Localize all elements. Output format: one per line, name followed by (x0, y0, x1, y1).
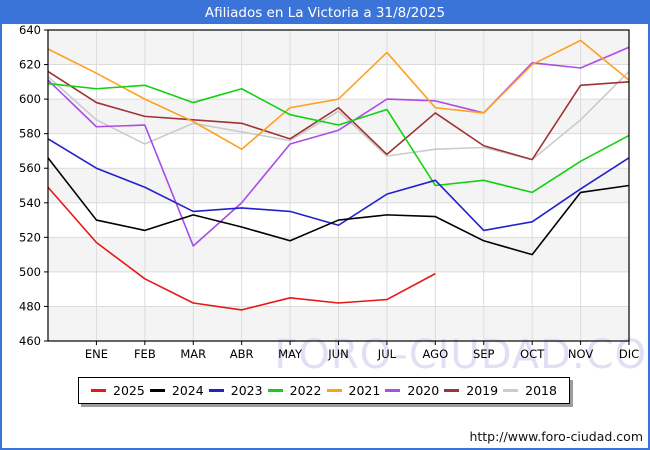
y-axis-label: 620 (19, 58, 41, 72)
legend-dash-2021 (326, 389, 342, 392)
x-axis-label-ago: AGO (423, 347, 449, 361)
legend-label-2018: 2018 (525, 383, 557, 398)
y-axis-label: 500 (19, 265, 41, 279)
legend-dash-2018 (503, 389, 519, 392)
y-axis-label: 600 (19, 92, 41, 106)
watermark: FORO-CIUDAD.COM (274, 332, 648, 378)
legend-dash-2020 (385, 389, 401, 392)
x-axis-label-nov: NOV (568, 347, 593, 361)
legend-dash-2024 (149, 389, 165, 392)
x-axis-label-jun: JUN (327, 347, 348, 361)
x-axis-label-sep: SEP (473, 347, 495, 361)
x-axis-label-jul: JUL (377, 347, 397, 361)
y-axis-label: 540 (19, 196, 41, 210)
legend-dash-2019 (444, 389, 460, 392)
x-axis-label-oct: OCT (520, 347, 545, 361)
legend-label-2024: 2024 (171, 383, 204, 398)
legend-item-2025: 2025 (91, 383, 145, 398)
y-axis-label: 640 (19, 23, 41, 37)
legend-dash-2025 (91, 389, 106, 392)
x-axis-label-ene: ENE (85, 347, 108, 361)
x-axis-label-abr: ABR (230, 347, 254, 361)
x-axis-label-feb: FEB (134, 347, 156, 361)
legend-item-2021: 2021 (326, 383, 381, 398)
legend-item-2018: 2018 (503, 383, 557, 398)
legend-item-2022: 2022 (267, 383, 322, 398)
y-axis-label: 460 (19, 334, 41, 348)
legend-label-2025: 2025 (113, 383, 145, 398)
series-line-2020 (47, 46, 630, 247)
series-line-2025 (47, 186, 436, 311)
chart-title: Afiliados en La Victoria a 31/8/2025 (204, 5, 446, 21)
series-line-2021 (47, 39, 630, 151)
legend-item-2020: 2020 (385, 383, 439, 398)
y-axis-label: 560 (19, 161, 41, 175)
x-axis-label-dic: DIC (619, 347, 639, 361)
legend-label-2019: 2019 (466, 383, 499, 398)
legend-item-2019: 2019 (444, 383, 498, 398)
y-axis-label: 520 (19, 230, 41, 244)
legend-label-2023: 2023 (230, 383, 263, 398)
legend-label-2020: 2020 (407, 383, 440, 398)
series-line-2024 (47, 157, 630, 256)
y-axis-label: 580 (19, 127, 41, 141)
y-axis-label: 480 (19, 299, 41, 313)
x-axis-label-mar: MAR (180, 347, 206, 361)
series-line-2023 (47, 138, 630, 232)
legend-item-2024: 2024 (149, 383, 204, 398)
legend-dash-2022 (267, 389, 283, 392)
legend-item-2023: 2023 (208, 383, 263, 398)
legend-box: 2025 2024 2023 2022 2021 2020 2019 2018 (78, 377, 570, 404)
legend-label-2021: 2021 (348, 383, 381, 398)
footer-url[interactable]: http://www.foro-ciudad.com (469, 429, 643, 444)
x-axis-label-may: MAY (278, 347, 303, 361)
legend-dash-2023 (208, 389, 224, 392)
chart-title-bar: Afiliados en La Victoria a 31/8/2025 (2, 2, 648, 24)
series-line-2022 (47, 82, 630, 194)
series-line-2019 (47, 70, 630, 161)
legend-label-2022: 2022 (289, 383, 322, 398)
